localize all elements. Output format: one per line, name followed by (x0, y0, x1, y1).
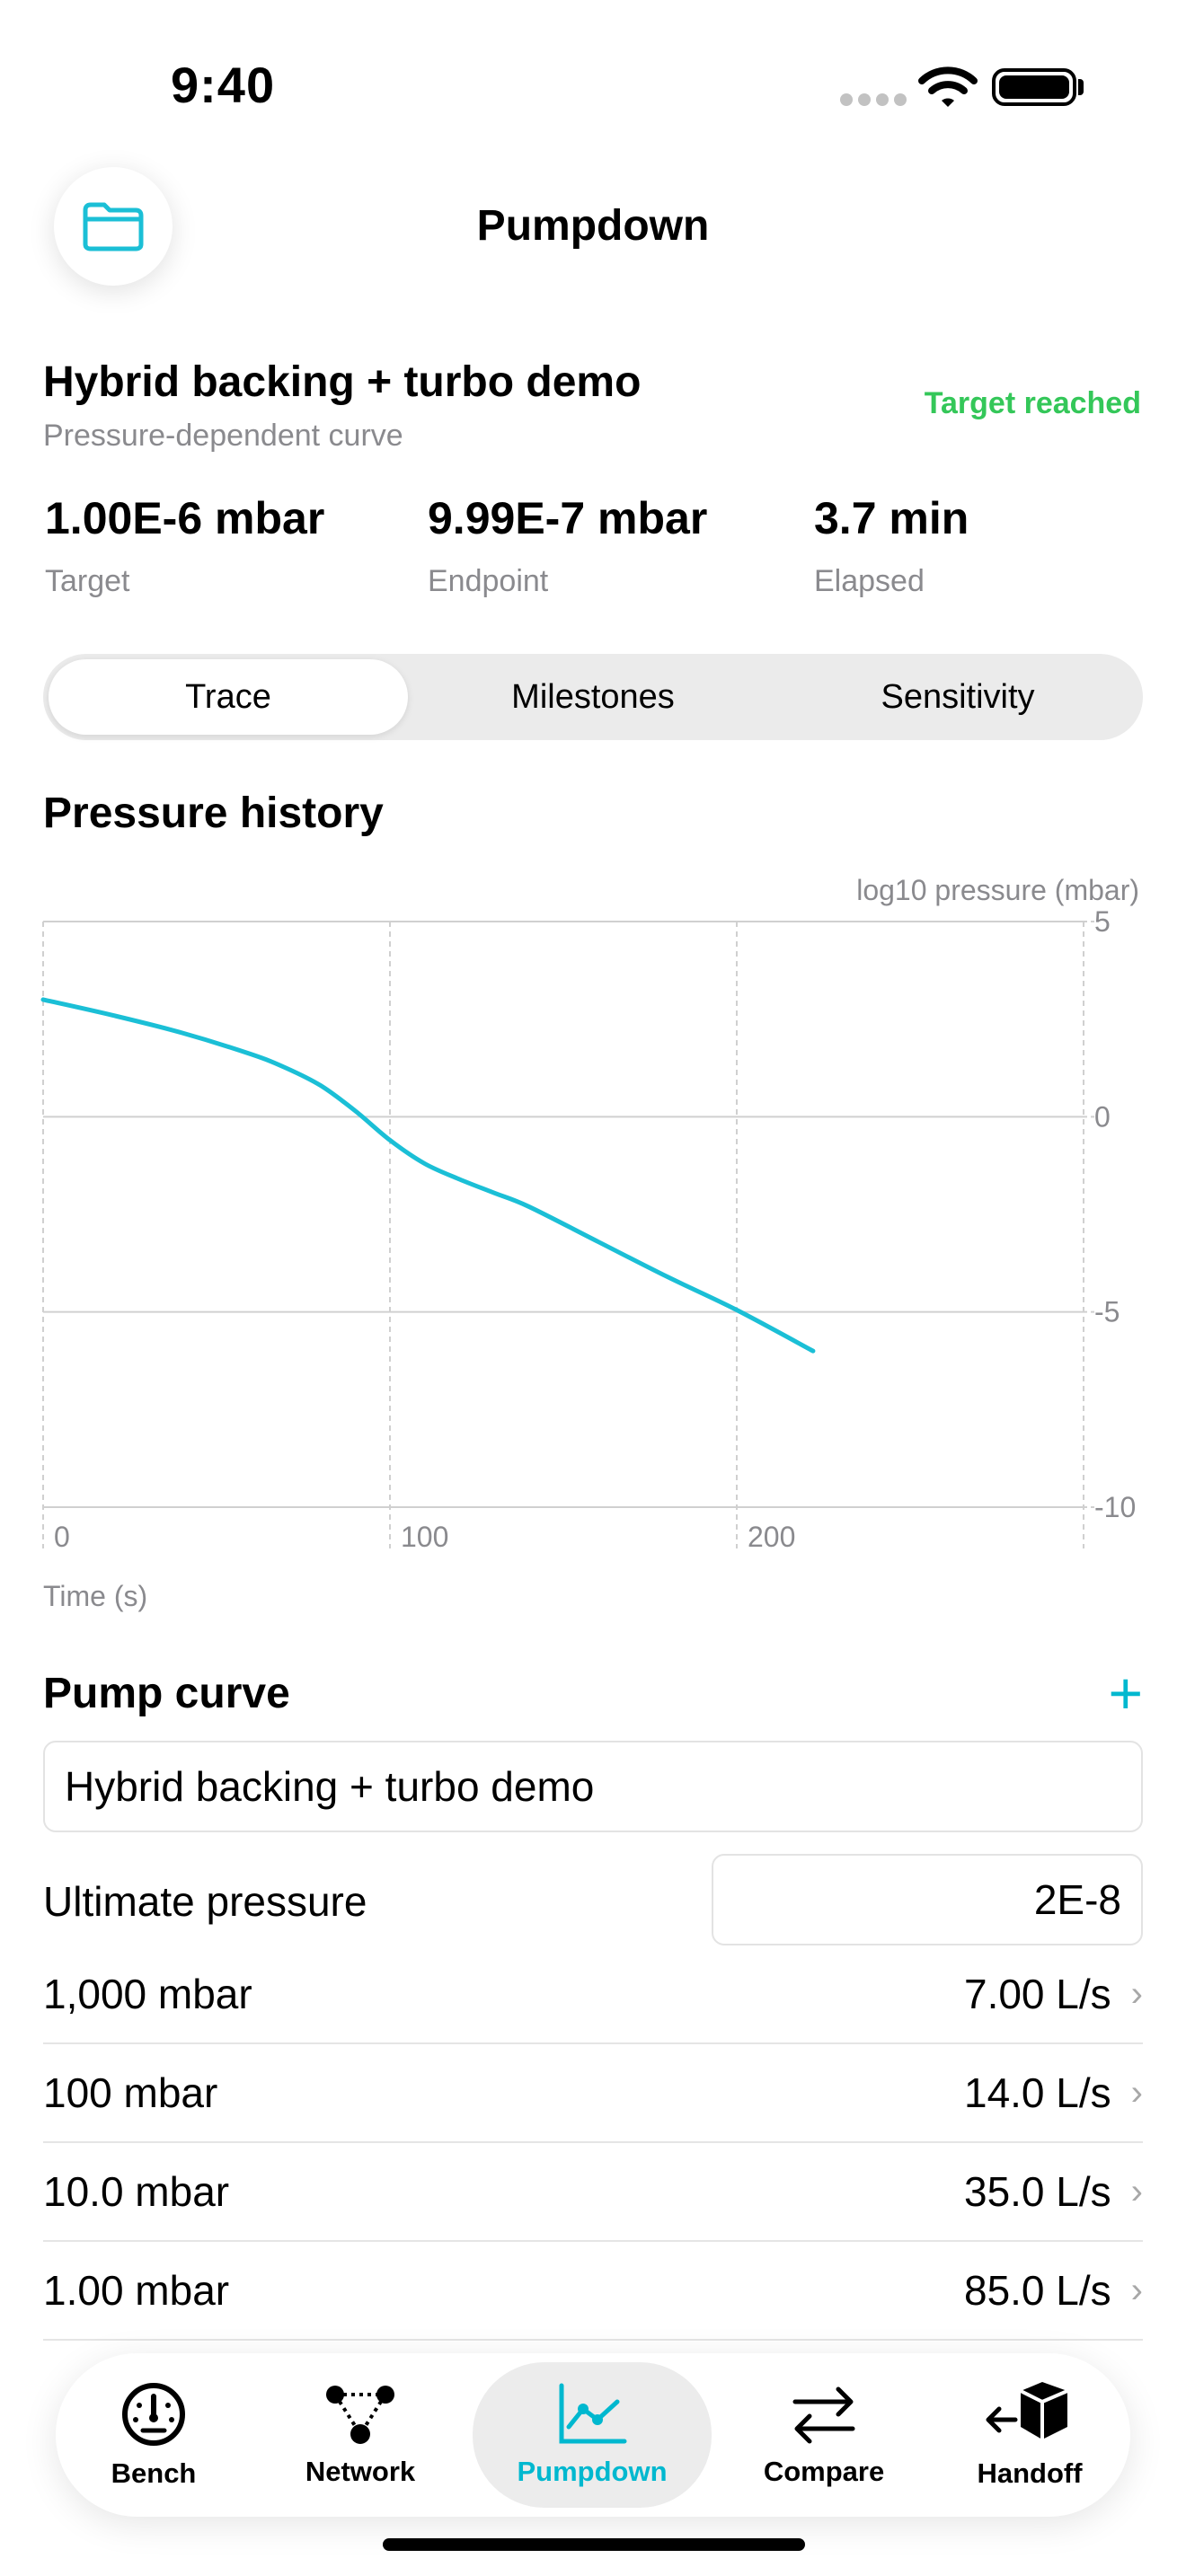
curve-point-row[interactable]: 10.0 mbar 35.0 L/s › (43, 2143, 1143, 2242)
pressure-history-title: Pressure history (43, 790, 384, 837)
metric-endpoint: 9.99E-7 mbar Endpoint (428, 492, 707, 599)
tab-bench[interactable]: Bench (68, 2362, 239, 2508)
tab-pumpdown[interactable]: Pumpdown (473, 2362, 712, 2508)
folder-button[interactable] (54, 167, 173, 286)
y-tick-label: 0 (1094, 1100, 1111, 1133)
pressure-history-chart: 5 0 -5 -10 0 100 200 log10 pressure (mbar) Time … (40, 874, 1139, 1612)
metric-label: Endpoint (428, 564, 549, 598)
metric-value: 1.00E-6 mbar (45, 493, 325, 543)
tab-label: Pumpdown (517, 2456, 668, 2487)
x-tick-label: 200 (748, 1521, 795, 1553)
tab-compare[interactable]: Compare (739, 2362, 909, 2508)
curve-point-speed: 85.0 L/s (963, 2267, 1111, 2314)
battery-cap (1078, 79, 1084, 95)
x-tick-label: 0 (54, 1521, 70, 1553)
ultimate-pressure-input[interactable]: 2E-8 (712, 1854, 1143, 1945)
page-title: Pumpdown (476, 202, 710, 250)
tab-label: Handoff (977, 2457, 1083, 2489)
curve-point-row[interactable]: 100 mbar 14.0 L/s › (43, 2044, 1143, 2143)
curve-point-row[interactable]: 1,000 mbar 7.00 L/s › (43, 1945, 1143, 2044)
chevron-right-icon: › (1130, 1973, 1143, 2014)
metric-value: 9.99E-7 mbar (428, 493, 708, 543)
tab-label: Bench (111, 2457, 197, 2489)
battery-icon (992, 68, 1076, 106)
segment-milestones[interactable]: Milestones (511, 677, 675, 716)
curve-point-speed: 14.0 L/s (963, 2069, 1111, 2116)
profile-name: Hybrid backing + turbo demo (43, 358, 642, 406)
profile-subtitle: Pressure-dependent curve (43, 419, 403, 453)
metric-label: Elapsed (814, 564, 925, 598)
tab-label: Compare (763, 2456, 885, 2487)
status-time: 9:40 (171, 57, 276, 113)
curve-point-speed: 35.0 L/s (963, 2168, 1111, 2215)
add-curve-point-button[interactable]: + (1108, 1660, 1143, 1726)
gauge-icon (122, 2383, 185, 2446)
curve-point-speed: 7.00 L/s (963, 1971, 1111, 2017)
cellular-signal-icon (840, 93, 912, 110)
arrows-swap-icon (792, 2386, 855, 2444)
tab-label: Network (305, 2456, 416, 2487)
metric-elapsed: 3.7 min Elapsed (814, 492, 969, 599)
status-badge: Target reached (924, 386, 1141, 420)
box-arrow-icon (986, 2382, 1068, 2439)
curve-name-field[interactable]: Hybrid backing + turbo demo (43, 1741, 1143, 1832)
y-tick-label: 5 (1094, 905, 1111, 938)
wifi-icon (918, 66, 978, 107)
chevron-right-icon: › (1130, 2171, 1143, 2211)
x-tick-label: 100 (401, 1521, 448, 1553)
pump-curve-title: Pump curve (43, 1670, 290, 1717)
segment-trace[interactable]: Trace (49, 659, 408, 735)
y-axis-label: log10 pressure (mbar) (856, 874, 1139, 906)
folder-icon (83, 202, 144, 251)
metric-target: 1.00E-6 mbar Target (45, 492, 324, 599)
metric-label: Target (45, 564, 130, 598)
curve-point-pressure: 100 mbar (43, 2069, 218, 2116)
network-icon (326, 2386, 394, 2444)
curve-point-pressure: 1,000 mbar (43, 1971, 252, 2017)
curve-point-pressure: 1.00 mbar (43, 2267, 230, 2314)
segment-sensitivity[interactable]: Sensitivity (881, 677, 1035, 716)
y-tick-label: -10 (1094, 1491, 1136, 1523)
curve-point-pressure: 10.0 mbar (43, 2168, 230, 2215)
view-segmented-control: Trace Milestones Sensitivity (43, 654, 1143, 740)
metric-value: 3.7 min (814, 493, 969, 543)
y-tick-label: -5 (1094, 1296, 1120, 1328)
chevron-right-icon: › (1130, 2270, 1143, 2310)
tab-handoff[interactable]: Handoff (940, 2362, 1120, 2508)
home-indicator (383, 2538, 805, 2551)
tab-bar: Bench Network Pumpdown Compare Hando (56, 2353, 1130, 2517)
x-axis-label: Time (s) (43, 1580, 147, 1612)
tab-network[interactable]: Network (275, 2362, 446, 2508)
pressure-series-line (40, 997, 816, 1354)
ultimate-pressure-label: Ultimate pressure (43, 1878, 367, 1925)
chart-line-icon (559, 2383, 627, 2444)
curve-point-row[interactable]: 1.00 mbar 85.0 L/s › (43, 2242, 1143, 2341)
chevron-right-icon: › (1130, 2072, 1143, 2113)
